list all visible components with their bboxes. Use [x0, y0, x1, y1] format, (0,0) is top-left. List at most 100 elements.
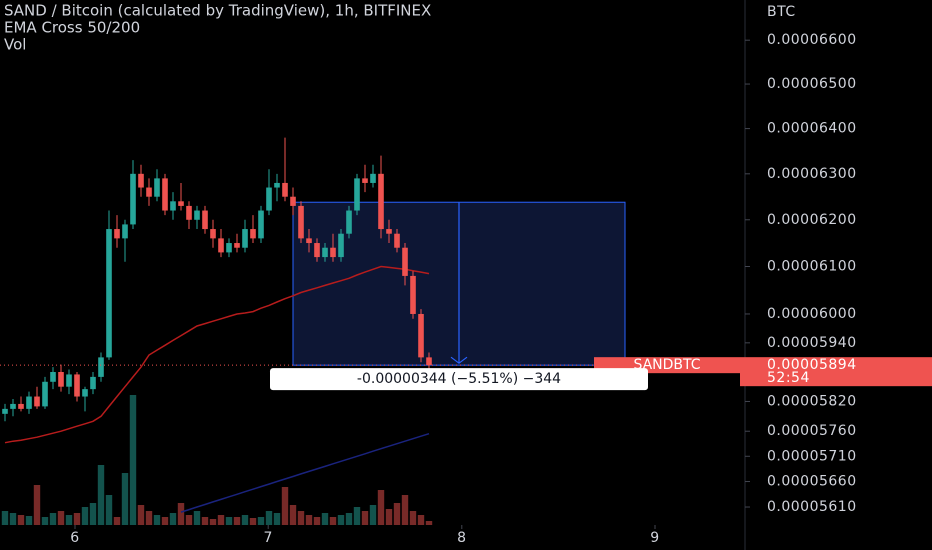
candle-body: [258, 210, 264, 239]
volume-bar: [121, 473, 129, 525]
candle-body: [418, 313, 424, 358]
volume-bar: [49, 513, 57, 525]
y-tick-label: 0.00005660: [767, 474, 857, 490]
y-axis-label: BTC: [767, 4, 796, 20]
candle-body: [346, 210, 352, 234]
candle-body: [218, 238, 224, 253]
candle-body: [290, 196, 296, 206]
volume-bar: [369, 505, 377, 525]
candle-body: [282, 182, 288, 197]
y-tick-label: 0.00005760: [767, 423, 857, 439]
y-tick-label: 0.00006400: [767, 121, 857, 137]
candle-body: [42, 381, 48, 407]
price-label: 0.00005894: [767, 357, 857, 373]
candle-body: [402, 247, 408, 276]
x-tick-label: 7: [263, 530, 272, 546]
volume-bar: [385, 509, 393, 525]
volume-bar: [425, 521, 433, 525]
candle-body: [202, 210, 208, 230]
ema-line: [180, 432, 430, 513]
volume-bar: [33, 485, 41, 525]
candle-body: [330, 247, 336, 258]
y-tick-label: 0.00005710: [767, 448, 857, 464]
candle-body: [378, 173, 384, 230]
volume-bar: [257, 517, 265, 525]
candle-body: [226, 243, 232, 253]
y-tick-label: 0.00006500: [767, 76, 857, 92]
volume-bar: [353, 507, 361, 525]
volume-bar: [417, 515, 425, 525]
x-tick-label: 9: [650, 530, 659, 546]
candle-body: [2, 408, 8, 414]
candle-body: [50, 371, 56, 382]
candle-body: [394, 233, 400, 248]
volume-bar: [377, 490, 385, 525]
candle-body: [66, 374, 72, 387]
volume-bar: [313, 517, 321, 525]
candle-body: [178, 201, 184, 206]
y-tick-label: 0.00006200: [767, 212, 857, 228]
indicator-label: Vol: [4, 36, 26, 54]
measure-label: -0.00000344 (−5.51%) −344: [357, 371, 561, 387]
volume-bar: [329, 517, 337, 525]
volume-bar: [193, 511, 201, 525]
volume-bar: [217, 515, 225, 525]
volume-bar: [185, 515, 193, 525]
candle-body: [122, 224, 128, 239]
indicator-label: EMA Cross 50/200: [4, 19, 140, 37]
candle-body: [186, 205, 192, 220]
measure-label-box: [270, 368, 648, 391]
y-tick-label: 0.00005820: [767, 393, 857, 409]
candle-body: [146, 187, 152, 197]
candle-body: [354, 178, 360, 211]
candle-body: [274, 182, 280, 188]
candle-body: [162, 178, 168, 211]
volume-bar: [25, 516, 33, 525]
volume-bar: [233, 517, 241, 525]
y-tick-label: 0.00005940: [767, 335, 857, 351]
volume-bar: [41, 517, 49, 525]
volume-bar: [265, 511, 273, 525]
volume-bar: [305, 515, 313, 525]
candle-body: [338, 233, 344, 258]
candle-body: [170, 201, 176, 211]
volume-bar: [401, 495, 409, 525]
candle-body: [154, 178, 160, 197]
countdown-label: 52:54: [767, 370, 810, 386]
volume-bar: [1, 511, 9, 525]
volume-bar: [281, 487, 289, 525]
candle-body: [370, 173, 376, 183]
volume-bar: [9, 513, 17, 525]
candle-body: [90, 376, 96, 390]
volume-bar: [249, 518, 257, 525]
candle-body: [82, 389, 88, 397]
candle-body: [98, 357, 104, 377]
volume-bar: [345, 513, 353, 525]
volume-bar: [321, 513, 329, 525]
symbol-label: SANDBTC: [633, 357, 700, 373]
chart-title: SAND / Bitcoin (calculated by TradingVie…: [4, 2, 431, 20]
candle-body: [26, 396, 32, 409]
candle-body: [314, 243, 320, 258]
y-tick-label: 0.00006100: [767, 258, 857, 274]
volume-bar: [97, 465, 105, 525]
candle-body: [410, 275, 416, 314]
candle-body: [58, 371, 64, 387]
volume-bar: [81, 507, 89, 525]
candle-body: [250, 229, 256, 239]
candle-body: [426, 357, 432, 366]
volume-bar: [145, 511, 153, 525]
candle-body: [242, 229, 248, 248]
volume-bar: [153, 515, 161, 525]
volume-bar: [89, 503, 97, 525]
volume-bar: [241, 515, 249, 525]
candle-body: [138, 173, 144, 188]
volume-bar: [161, 517, 169, 525]
price-tag: [740, 357, 932, 387]
volume-bar: [289, 505, 297, 525]
candle-body: [210, 229, 216, 239]
ema-line: [4, 265, 430, 444]
candle-body: [386, 229, 392, 234]
candle-body: [266, 187, 272, 211]
